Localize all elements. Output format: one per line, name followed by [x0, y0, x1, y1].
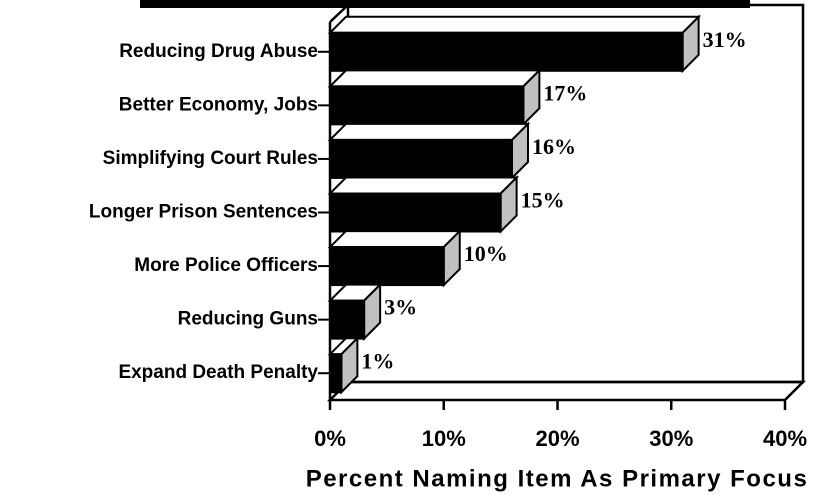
axis-edge: [329, 4, 349, 23]
bar-top: [327, 15, 702, 34]
bar: [329, 246, 445, 287]
bar-top: [327, 176, 520, 195]
value-label: 3%: [384, 295, 417, 320]
bar: [329, 31, 684, 72]
value-label: 17%: [543, 80, 587, 105]
category-label: Reducing Guns: [178, 309, 318, 330]
bar: [329, 138, 513, 179]
category-label: More Police Officers: [134, 255, 318, 276]
x-tick-label: 0%: [314, 426, 346, 451]
category-label: Reducing Drug Abuse: [119, 41, 318, 62]
x-axis-title: Percent Naming Item As Primary Focus: [306, 465, 809, 492]
value-label: 1%: [361, 348, 394, 373]
bar-top: [327, 230, 463, 249]
x-tick-label: 40%: [763, 426, 807, 451]
category-label: Simplifying Court Rules: [103, 148, 318, 169]
bar-top: [327, 69, 542, 88]
floor: [326, 380, 807, 402]
bar: [329, 85, 525, 126]
bar: [329, 192, 502, 233]
value-label: 31%: [703, 27, 747, 52]
bar: [329, 299, 366, 340]
value-label: 15%: [521, 188, 565, 213]
bar-top: [327, 122, 531, 141]
x-tick-label: 30%: [649, 426, 693, 451]
category-label: Expand Death Penalty: [118, 362, 318, 383]
x-tick-label: 10%: [422, 426, 466, 451]
bar: [329, 353, 343, 394]
x-tick-label: 20%: [535, 426, 579, 451]
value-label: 10%: [464, 241, 508, 266]
value-label: 16%: [532, 134, 576, 159]
category-label: Better Economy, Jobs: [119, 94, 318, 115]
category-label: Longer Prison Sentences: [89, 202, 318, 223]
